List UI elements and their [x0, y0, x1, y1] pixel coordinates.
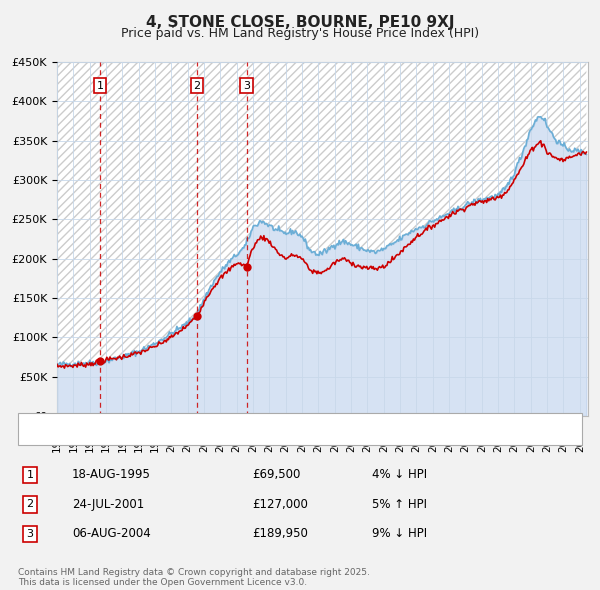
Text: 06-AUG-2004: 06-AUG-2004: [72, 527, 151, 540]
Text: 4, STONE CLOSE, BOURNE, PE10 9XJ: 4, STONE CLOSE, BOURNE, PE10 9XJ: [146, 15, 454, 30]
Text: HPI: Average price, detached house, South Kesteven: HPI: Average price, detached house, Sout…: [60, 432, 353, 442]
Text: 9% ↓ HPI: 9% ↓ HPI: [372, 527, 427, 540]
Text: 1: 1: [26, 470, 34, 480]
Text: Price paid vs. HM Land Registry's House Price Index (HPI): Price paid vs. HM Land Registry's House …: [121, 27, 479, 40]
Text: 2: 2: [193, 81, 200, 90]
Text: ——: ——: [36, 415, 64, 429]
Text: 3: 3: [243, 81, 250, 90]
Text: Contains HM Land Registry data © Crown copyright and database right 2025.
This d: Contains HM Land Registry data © Crown c…: [18, 568, 370, 587]
Text: 2: 2: [26, 500, 34, 509]
Text: 3: 3: [26, 529, 34, 539]
Text: £127,000: £127,000: [252, 498, 308, 511]
Text: £189,950: £189,950: [252, 527, 308, 540]
Text: ——: ——: [36, 430, 64, 444]
Text: 4% ↓ HPI: 4% ↓ HPI: [372, 468, 427, 481]
Text: 24-JUL-2001: 24-JUL-2001: [72, 498, 144, 511]
Text: 1: 1: [97, 81, 103, 90]
Text: 5% ↑ HPI: 5% ↑ HPI: [372, 498, 427, 511]
Text: £69,500: £69,500: [252, 468, 301, 481]
Text: 4, STONE CLOSE, BOURNE, PE10 9XJ (detached house): 4, STONE CLOSE, BOURNE, PE10 9XJ (detach…: [60, 417, 365, 427]
Text: 18-AUG-1995: 18-AUG-1995: [72, 468, 151, 481]
